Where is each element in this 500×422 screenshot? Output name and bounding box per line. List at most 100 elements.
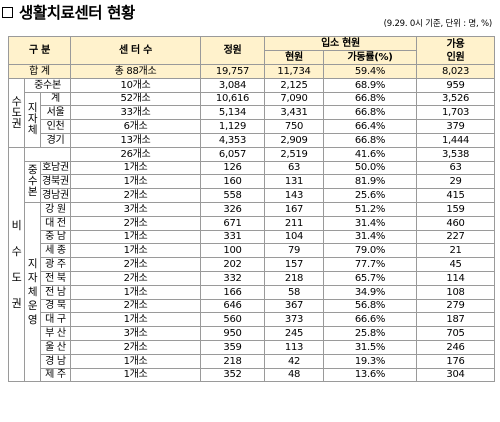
cell-centers: 1개소: [70, 229, 201, 245]
cell-util: 31.4%: [322, 229, 418, 245]
cell-util: 25.6%: [322, 188, 418, 203]
cell-util: 51.2%: [322, 201, 418, 217]
cell-current: 2,519: [264, 146, 324, 162]
cell-avail: 29: [416, 174, 496, 190]
table-row: 경남권 2개소 558 143 25.6% 415: [9, 188, 496, 203]
cell-capacity: 1,129: [200, 119, 265, 134]
cell-centers: 1개소: [70, 160, 201, 176]
row-label: 인천: [40, 119, 71, 134]
table-row: 서울 33개소 5,134 3,431 66.8% 1,703: [9, 105, 496, 121]
row-label: 울 산: [40, 339, 71, 355]
row-label: 제 주: [40, 367, 71, 383]
cell-centers: 2개소: [70, 270, 201, 286]
cell-current: 3,431: [264, 105, 324, 121]
header-centers: 센 터 수: [70, 36, 201, 65]
cell-util: 25.8%: [322, 326, 418, 341]
cell-centers: 3개소: [70, 326, 201, 341]
row-label: 전 북: [40, 270, 71, 286]
cell-avail: 3,526: [416, 91, 496, 107]
cell-current: 167: [264, 201, 324, 217]
cell-util: 50.0%: [322, 160, 418, 176]
header-category: 구 분: [8, 36, 71, 65]
cell-avail: 114: [416, 270, 496, 286]
cell-capacity: 331: [200, 229, 265, 245]
cell-util: 19.3%: [322, 353, 418, 369]
cell-capacity: 326: [200, 201, 265, 217]
cell-capacity: 359: [200, 339, 265, 355]
cell-centers: 1개소: [70, 353, 201, 369]
cell-current: 245: [264, 326, 324, 341]
table-row: 울 산 2개소 359 113 31.5% 246: [9, 339, 496, 355]
total-current: 11,734: [264, 64, 324, 79]
cell-util: 56.8%: [322, 298, 418, 314]
cell-avail: 159: [416, 201, 496, 217]
cell-util: 66.8%: [322, 132, 418, 148]
row-label: 경 북: [40, 298, 71, 314]
cell-avail: 21: [416, 243, 496, 259]
table-row: 경 북 2개소 646 367 56.8% 279: [9, 298, 496, 314]
cell-util: 31.4%: [322, 215, 418, 231]
cell-util: 79.0%: [322, 243, 418, 259]
row-label: 충 남: [40, 229, 71, 245]
cell-avail: 1,703: [416, 105, 496, 121]
cell-current: 143: [264, 188, 324, 203]
cell-avail: 1,444: [416, 132, 496, 148]
row-label: 대 구: [40, 312, 71, 328]
cell-current: 48: [264, 367, 324, 383]
cell-centers: 1개소: [70, 174, 201, 190]
table-row: 제 주 1개소 352 48 13.6% 304: [9, 367, 496, 383]
header-utilization: 가동률(%): [322, 50, 418, 65]
cell-current: 113: [264, 339, 324, 355]
cell-current: 7,090: [264, 91, 324, 107]
cell-capacity: 646: [200, 298, 265, 314]
table-row: 대 구 1개소 560 373 66.6% 187: [9, 312, 496, 328]
cell-avail: 705: [416, 326, 496, 341]
noncapital-summary-label: [24, 146, 71, 162]
cell-centers: 2개소: [70, 188, 201, 203]
header-available-line1: 가용: [446, 38, 465, 50]
cell-util: 66.6%: [322, 312, 418, 328]
cell-centers: 1개소: [70, 284, 201, 300]
cell-centers: 10개소: [70, 77, 201, 93]
cell-capacity: 3,084: [200, 77, 265, 93]
cell-capacity: 671: [200, 215, 265, 231]
cell-avail: 187: [416, 312, 496, 328]
center-status-table: 구 분 센 터 수 정원 입소 현원 가용 인원 현원 가동률(%) 합 계 총…: [8, 36, 496, 383]
cell-current: 2,125: [264, 77, 324, 93]
cell-avail: 959: [416, 77, 496, 93]
capital-central-label: 중수본: [24, 77, 71, 93]
cell-avail: 176: [416, 353, 496, 369]
cell-avail: 304: [416, 367, 496, 383]
header-admission: 입소 현원: [263, 36, 418, 51]
row-label: 경기: [40, 132, 71, 148]
table-row: 부 산 3개소 950 245 25.8% 705: [9, 326, 496, 341]
total-row: 합 계 총 88개소 19,757 11,734 59.4% 8,023: [8, 64, 496, 79]
cell-current: 157: [264, 257, 324, 272]
cell-current: 79: [264, 243, 324, 259]
cell-current: 2,909: [264, 132, 324, 148]
cell-capacity: 160: [200, 174, 265, 190]
total-util: 59.4%: [322, 64, 418, 79]
cell-centers: 2개소: [70, 298, 201, 314]
page-title: 생활치료센터 현황: [2, 1, 135, 23]
table-row: 경기 13개소 4,353 2,909 66.8% 1,444: [9, 132, 496, 148]
cell-avail: 460: [416, 215, 496, 231]
cell-centers: 1개소: [70, 367, 201, 383]
table-row: 경북권 1개소 160 131 81.9% 29: [9, 174, 496, 190]
total-capacity: 19,757: [200, 64, 265, 79]
cell-centers: 33개소: [70, 105, 201, 121]
row-label: 세 종: [40, 243, 71, 259]
cell-capacity: 352: [200, 367, 265, 383]
row-label: 부 산: [40, 326, 71, 341]
cell-capacity: 950: [200, 326, 265, 341]
cell-util: 34.9%: [322, 284, 418, 300]
header-available: 가용 인원: [416, 36, 496, 65]
table-row: 인천 6개소 1,129 750 66.4% 379: [9, 119, 496, 134]
cell-capacity: 560: [200, 312, 265, 328]
row-label: 경남권: [40, 188, 71, 203]
